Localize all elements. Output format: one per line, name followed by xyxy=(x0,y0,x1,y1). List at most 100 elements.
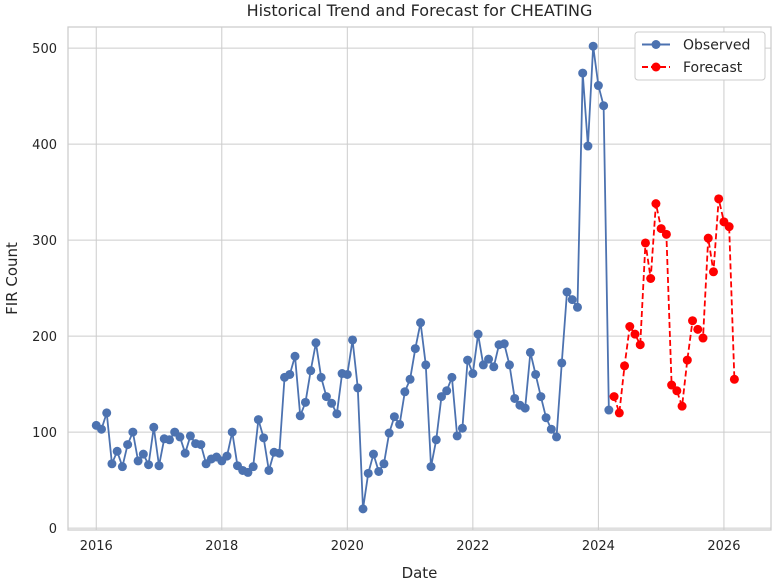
y-tick-label: 200 xyxy=(32,330,57,345)
data-point-observed xyxy=(358,504,368,514)
data-point-observed xyxy=(468,369,478,379)
y-axis-label: FIR Count xyxy=(3,242,21,315)
data-point-observed xyxy=(185,431,195,441)
data-point-observed xyxy=(442,386,452,396)
plot-frame xyxy=(67,26,772,531)
data-point-observed xyxy=(447,372,457,382)
legend-marker-forecast xyxy=(651,62,661,72)
data-point-forecast xyxy=(635,340,645,350)
data-point-forecast xyxy=(693,324,703,334)
data-point-observed xyxy=(107,459,117,469)
data-point-observed xyxy=(196,440,206,450)
data-point-observed xyxy=(395,419,405,429)
x-axis-label: Date xyxy=(402,564,438,582)
data-point-observed xyxy=(599,101,609,111)
data-point-observed xyxy=(473,329,483,339)
grid xyxy=(68,27,771,530)
data-point-forecast xyxy=(729,374,739,384)
y-tick-label: 400 xyxy=(32,138,57,153)
data-point-forecast xyxy=(614,408,624,418)
series-layer xyxy=(91,41,739,514)
data-point-observed xyxy=(572,302,582,312)
legend-label-forecast: Forecast xyxy=(683,60,743,76)
data-point-observed xyxy=(504,360,514,370)
data-point-observed xyxy=(593,81,603,91)
data-point-observed xyxy=(489,362,499,372)
data-point-observed xyxy=(510,393,520,403)
data-point-observed xyxy=(426,462,436,472)
data-point-observed xyxy=(536,392,546,402)
data-point-forecast xyxy=(688,316,698,326)
data-point-forecast xyxy=(640,238,650,248)
data-point-forecast xyxy=(661,229,671,239)
data-point-observed xyxy=(154,461,164,471)
data-point-observed xyxy=(311,338,321,348)
data-point-forecast xyxy=(677,401,687,411)
data-point-forecast xyxy=(703,233,713,243)
data-point-observed xyxy=(604,405,614,415)
x-tick-label: 2016 xyxy=(80,539,113,554)
data-point-observed xyxy=(306,366,316,376)
data-point-forecast xyxy=(724,222,734,232)
x-tick-label: 2020 xyxy=(331,539,364,554)
data-point-forecast xyxy=(656,224,666,234)
data-point-observed xyxy=(416,318,426,328)
chart-title: Historical Trend and Forecast for CHEATI… xyxy=(247,1,593,20)
data-point-observed xyxy=(264,465,274,475)
y-axis-ticks: 0 100 200 300 400 500 xyxy=(32,42,57,537)
data-point-observed xyxy=(123,440,133,450)
data-point-observed xyxy=(583,141,593,151)
data-point-observed xyxy=(180,448,190,458)
y-tick-label: 0 xyxy=(49,522,57,537)
data-point-observed xyxy=(374,466,384,476)
y-tick-label: 300 xyxy=(32,234,57,249)
x-tick-label: 2024 xyxy=(582,539,615,554)
data-point-observed xyxy=(525,347,535,357)
data-point-observed xyxy=(410,344,420,354)
data-point-observed xyxy=(431,435,441,445)
data-point-forecast xyxy=(708,267,718,277)
data-point-forecast xyxy=(682,355,692,365)
data-point-observed xyxy=(484,354,494,364)
data-point-observed xyxy=(295,411,305,421)
data-point-observed xyxy=(274,448,284,458)
x-axis-ticks: 2016 2018 2020 2022 2024 2026 xyxy=(80,539,741,554)
data-point-observed xyxy=(133,456,143,466)
data-point-observed xyxy=(144,460,154,470)
data-point-observed xyxy=(531,369,541,379)
data-point-observed xyxy=(164,435,174,445)
x-tick-label: 2022 xyxy=(456,539,489,554)
data-point-observed xyxy=(546,424,556,434)
data-point-observed xyxy=(96,424,106,434)
data-point-observed xyxy=(342,369,352,379)
data-point-observed xyxy=(348,335,358,345)
data-point-forecast xyxy=(625,322,635,331)
data-point-observed xyxy=(300,397,310,407)
data-point-observed xyxy=(112,446,122,456)
data-point-forecast xyxy=(672,386,682,396)
data-point-observed xyxy=(421,360,431,370)
data-point-observed xyxy=(363,468,373,478)
data-point-observed xyxy=(557,358,567,368)
data-point-observed xyxy=(567,295,577,305)
data-point-observed xyxy=(227,427,237,437)
data-point-observed xyxy=(520,403,530,413)
data-point-observed xyxy=(368,449,378,459)
y-tick-label: 100 xyxy=(32,426,57,441)
x-tick-label: 2018 xyxy=(205,539,238,554)
data-point-observed xyxy=(552,432,562,442)
x-tick-label: 2026 xyxy=(707,539,740,554)
data-point-forecast xyxy=(651,199,661,209)
data-point-observed xyxy=(588,41,598,51)
data-point-observed xyxy=(562,287,572,297)
data-point-forecast xyxy=(667,380,677,390)
data-point-observed xyxy=(290,351,300,361)
data-point-forecast xyxy=(609,392,619,402)
data-point-observed xyxy=(149,422,159,432)
data-point-observed xyxy=(457,423,467,433)
data-point-observed xyxy=(463,355,473,365)
data-point-observed xyxy=(175,432,185,442)
legend: Observed Forecast xyxy=(634,31,766,81)
data-point-observed xyxy=(400,387,410,397)
data-point-observed xyxy=(243,467,253,477)
